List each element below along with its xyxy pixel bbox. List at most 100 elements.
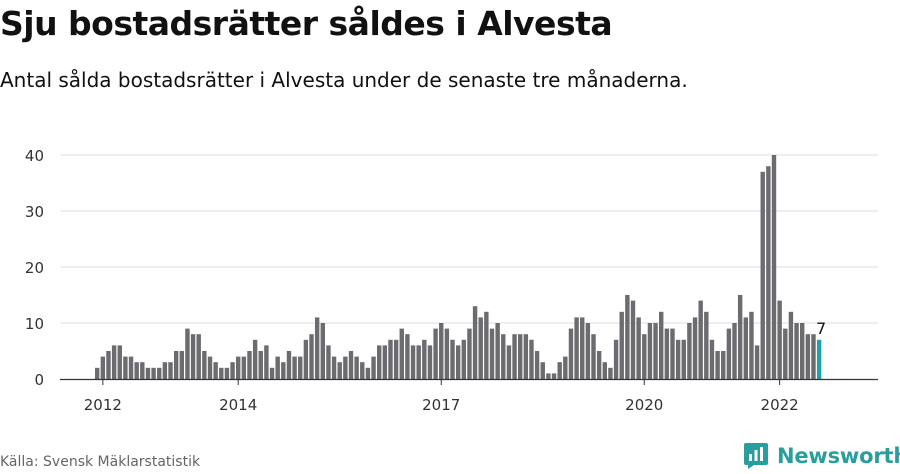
y-tick-label: 0	[34, 371, 44, 389]
bar	[427, 345, 433, 379]
bar	[202, 351, 207, 379]
bar	[399, 328, 404, 379]
bar	[805, 334, 811, 379]
bar	[602, 362, 607, 379]
bar	[354, 356, 359, 379]
bar	[636, 317, 641, 379]
bar	[709, 339, 715, 379]
bar	[647, 323, 653, 379]
bar	[393, 339, 399, 379]
bar	[551, 373, 557, 379]
bars	[95, 155, 822, 379]
bar	[309, 334, 314, 379]
bar	[721, 351, 726, 379]
bar	[726, 328, 732, 379]
bar	[653, 323, 658, 379]
x-axis: 2012 2014 2017 2020 2022	[60, 378, 878, 414]
bar	[388, 339, 393, 379]
bar	[489, 328, 495, 379]
bar	[523, 334, 529, 379]
bar	[484, 311, 489, 379]
bar	[698, 300, 703, 379]
bar	[416, 345, 421, 379]
bar	[173, 351, 179, 379]
bar	[619, 311, 624, 379]
bar	[275, 356, 280, 379]
bar	[664, 328, 670, 379]
bar	[540, 362, 545, 379]
bar	[596, 351, 602, 379]
bar	[625, 295, 630, 379]
bar	[704, 311, 709, 379]
bar	[771, 155, 777, 379]
bar	[360, 362, 365, 379]
bar	[247, 351, 252, 379]
bar	[563, 356, 568, 379]
y-tick-label: 20	[25, 259, 44, 277]
bar	[675, 339, 681, 379]
bar	[185, 328, 190, 379]
latest-value-label: 7	[816, 319, 826, 338]
bar	[642, 334, 647, 379]
bar	[269, 367, 275, 379]
bar	[754, 345, 760, 379]
bar	[591, 334, 596, 379]
y-tick-label: 40	[25, 147, 44, 165]
bar	[331, 356, 337, 379]
bar	[95, 367, 100, 379]
bar	[303, 339, 309, 379]
bar	[467, 328, 472, 379]
bar	[281, 362, 286, 379]
y-tick-label: 30	[25, 203, 44, 221]
bar	[788, 311, 794, 379]
bar	[382, 345, 388, 379]
bar	[219, 367, 224, 379]
bar	[168, 362, 173, 379]
bar	[111, 345, 117, 379]
x-tick-label: 2017	[422, 396, 460, 414]
bar	[286, 351, 292, 379]
bar	[320, 323, 325, 379]
bar	[337, 362, 342, 379]
bar	[371, 356, 376, 379]
source-note: Källa: Svensk Mäklarstatistik	[0, 454, 201, 470]
bar	[534, 351, 540, 379]
bar	[670, 328, 675, 379]
bar	[422, 339, 427, 379]
bar	[512, 334, 517, 379]
x-tick-label: 2014	[219, 396, 257, 414]
bar	[749, 311, 754, 379]
bar	[811, 334, 816, 379]
bar	[450, 339, 455, 379]
bar	[455, 345, 461, 379]
bar	[659, 311, 664, 379]
y-tick-label: 10	[25, 315, 44, 333]
bar	[365, 367, 371, 379]
bar	[343, 356, 348, 379]
bar	[236, 356, 241, 379]
bar	[715, 351, 720, 379]
bar	[743, 317, 748, 379]
bar	[585, 323, 591, 379]
bar	[692, 317, 698, 379]
bar	[518, 334, 523, 379]
bar	[157, 367, 162, 379]
bar	[410, 345, 416, 379]
bar	[258, 351, 263, 379]
bar	[405, 334, 410, 379]
brand-logo[interactable]: Newsworthy	[743, 442, 900, 470]
bar	[444, 328, 450, 379]
bar	[557, 362, 562, 379]
bar	[106, 351, 111, 379]
grid-lines	[60, 154, 878, 324]
chart-title: Sju bostadsrätter såldes i Alvesta	[0, 4, 613, 43]
bar	[241, 356, 247, 379]
bar	[196, 334, 201, 379]
bar	[151, 367, 156, 379]
bar	[546, 373, 551, 379]
y-axis-labels: 0 10 20 30 40	[25, 147, 44, 389]
bar	[377, 345, 382, 379]
bar	[461, 339, 466, 379]
bar	[687, 323, 692, 379]
